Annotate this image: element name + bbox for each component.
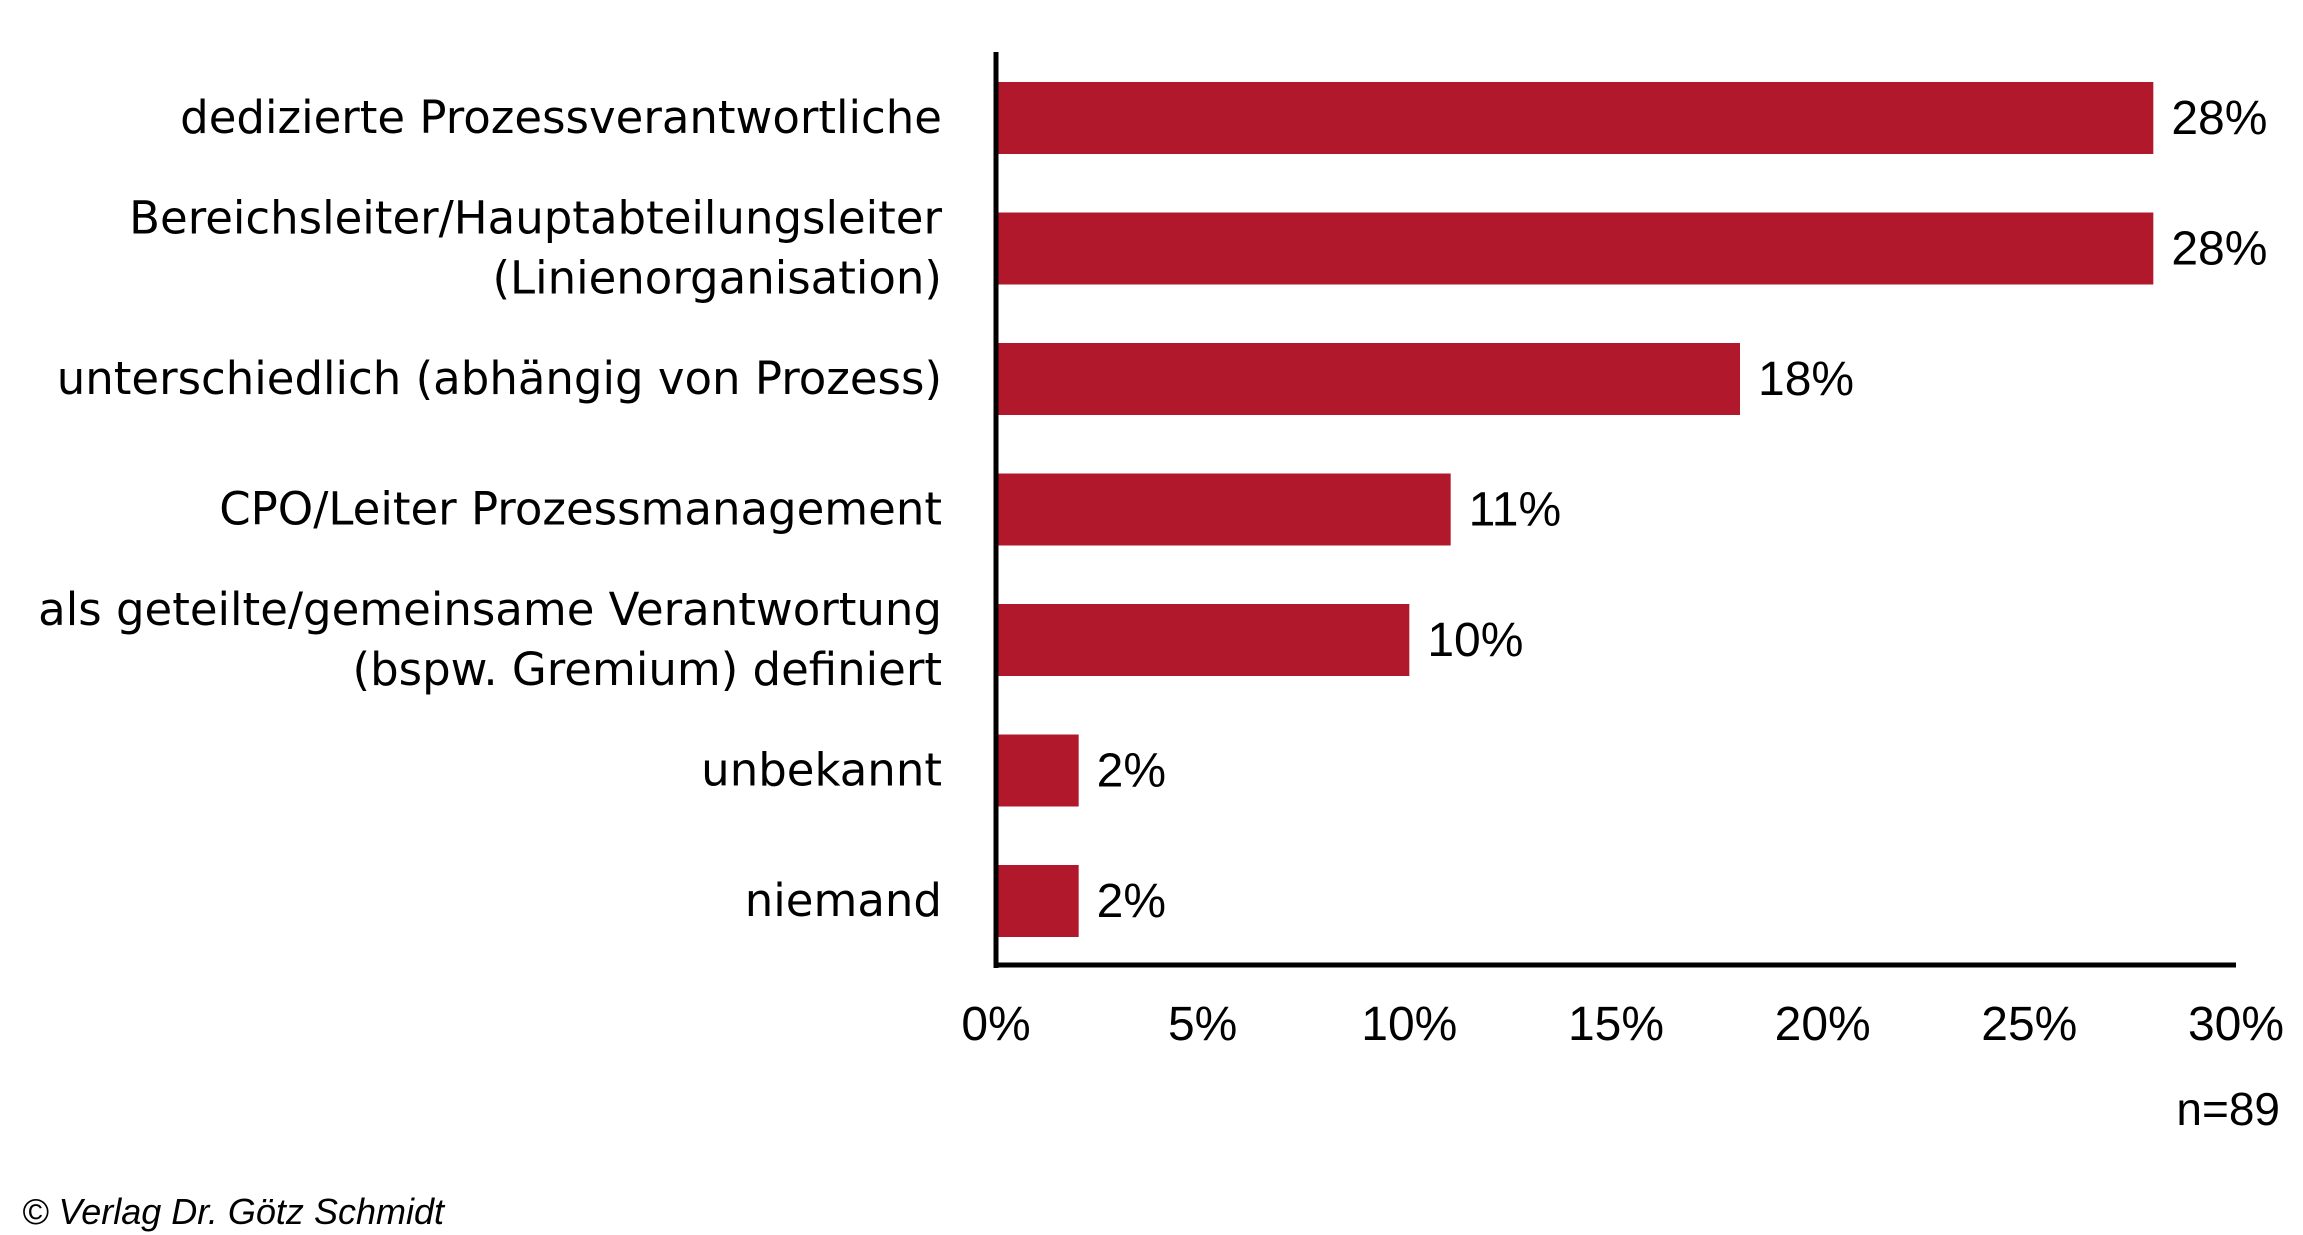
category-label: CPO/Leiter Prozessmanagement [219,483,942,536]
category-label-line: niemand [745,874,942,927]
x-tick-label: 10% [1361,998,1457,1051]
bar-value-label: 2% [1097,745,1166,798]
category-label: Bereichsleiter/Hauptabteilungsleiter (Lin… [129,192,942,305]
bar [996,343,1740,415]
bar [996,82,2154,154]
category-label-line: (bspw. Gremium) definiert [353,643,942,696]
x-tick-label: 30% [2188,998,2284,1051]
category-label-line: als geteilte/gemeinsame Verantwortung [38,583,942,636]
x-tick-label: 0% [961,998,1030,1051]
category-labels-group: dedizierte Prozessverantwortliche Bereich… [38,91,942,927]
bar-value-label: 2% [1097,875,1166,928]
sample-size-note: n=89 [2176,1083,2280,1135]
bar [996,473,1451,546]
category-label-line: CPO/Leiter Prozessmanagement [219,483,942,536]
category-label-line: unterschiedlich (abhängig von Prozess) [57,352,942,405]
x-tick-label: 5% [1168,998,1237,1051]
bar [996,604,1410,676]
bar [996,734,1079,807]
x-tick-labels-group: 0% 5% 10% 15% 20% 25% 30% [961,998,2284,1051]
category-label-line: Bereichsleiter/Hauptabteilungsleiter [129,192,942,245]
copyright-note: © Verlag Dr. Götz Schmidt [22,1191,446,1232]
bar-value-label: 18% [1758,353,1854,406]
bar-value-label: 10% [1427,614,1523,667]
x-tick-label: 25% [1981,998,2077,1051]
x-tick-label: 20% [1775,998,1871,1051]
category-label-line: unbekannt [701,744,942,797]
category-label-line: (Linienorganisation) [492,252,942,305]
value-labels-group: 28% 28% 18% 11% 10% 2% 2% [1097,92,2268,928]
x-tick-label: 15% [1568,998,1664,1051]
category-label: dedizierte Prozessverantwortliche [180,91,942,144]
category-label: unterschiedlich (abhängig von Prozess) [57,352,942,405]
category-label-line: dedizierte Prozessverantwortliche [180,91,942,144]
bar [996,865,1079,937]
bar-value-label: 28% [2171,92,2267,145]
category-label: unbekannt [701,744,942,797]
bar-value-label: 11% [1469,484,1562,537]
bars-group [996,82,2154,937]
category-label: niemand [745,874,942,927]
bar-value-label: 28% [2171,223,2267,276]
bar [996,212,2154,285]
category-label: als geteilte/gemeinsame Verantwortung (bs… [38,583,942,696]
